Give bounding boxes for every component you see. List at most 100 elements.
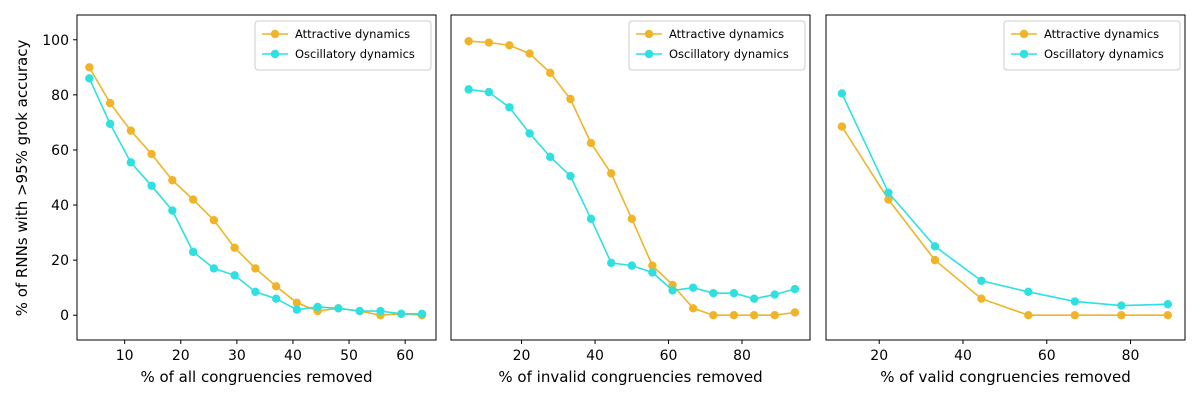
data-point bbox=[230, 243, 239, 252]
legend-entry: Oscillatory dynamics bbox=[1011, 47, 1164, 61]
legend-entry: Oscillatory dynamics bbox=[262, 47, 415, 61]
data-point bbox=[188, 247, 198, 257]
axes-frame bbox=[450, 14, 811, 341]
legend: Attractive dynamics Oscillatory dynamics bbox=[1003, 20, 1181, 71]
x-tick-label: 60 bbox=[396, 348, 414, 364]
data-point bbox=[930, 255, 940, 265]
legend: Attractive dynamics Oscillatory dynamics bbox=[628, 20, 806, 71]
data-point bbox=[376, 306, 385, 316]
series-attractive bbox=[837, 122, 1173, 320]
x-axis-label: % of all congruencies removed bbox=[140, 368, 372, 386]
data-point bbox=[209, 264, 219, 273]
legend-label: Oscillatory dynamics bbox=[295, 47, 415, 61]
data-point bbox=[627, 261, 636, 270]
legend-label: Oscillatory dynamics bbox=[669, 47, 789, 61]
data-point bbox=[209, 215, 219, 225]
legend-box bbox=[254, 20, 432, 71]
data-point bbox=[292, 298, 302, 308]
data-point bbox=[147, 181, 156, 190]
data-point bbox=[586, 138, 596, 148]
data-point bbox=[188, 195, 198, 204]
y-tick-label: 20 bbox=[51, 253, 69, 269]
data-point bbox=[251, 287, 260, 297]
legend-entry: Attractive dynamics bbox=[636, 27, 784, 41]
axes-frame bbox=[825, 14, 1186, 341]
data-point bbox=[292, 305, 302, 314]
data-point bbox=[566, 94, 575, 104]
legend-marker bbox=[270, 49, 280, 59]
x-tick-label: 80 bbox=[733, 348, 751, 364]
data-point bbox=[749, 294, 759, 303]
y-tick-label: 40 bbox=[51, 198, 69, 214]
data-point bbox=[85, 74, 94, 83]
legend-marker bbox=[644, 49, 654, 59]
data-point bbox=[1117, 311, 1126, 320]
legend: Attractive dynamics Oscillatory dynamics bbox=[254, 20, 432, 71]
data-point bbox=[566, 171, 575, 181]
chart-panel-1: 10 20 30 40 50 60 0 20 40 60 80 100 % of all congrue… bbox=[42, 14, 437, 386]
series-oscillatory bbox=[85, 74, 427, 319]
x-axis-label: % of valid congruencies removed bbox=[880, 368, 1131, 386]
x-tick-label: 60 bbox=[660, 348, 678, 364]
series-attractive bbox=[464, 36, 800, 320]
legend-label: Oscillatory dynamics bbox=[1044, 47, 1164, 61]
axes-frame bbox=[76, 14, 437, 341]
legend-marker bbox=[270, 29, 280, 39]
x-tick-label: 50 bbox=[340, 348, 358, 364]
data-point bbox=[884, 188, 893, 197]
data-point bbox=[749, 311, 759, 320]
data-point bbox=[977, 276, 986, 285]
legend-box bbox=[628, 20, 806, 71]
legend-label: Attractive dynamics bbox=[1044, 27, 1159, 41]
data-point bbox=[168, 176, 177, 185]
figure-ylabel: % of RNNs with >95% grok accuracy bbox=[13, 40, 31, 317]
data-point bbox=[271, 294, 281, 303]
legend-marker bbox=[1019, 29, 1029, 39]
data-point bbox=[729, 311, 739, 320]
data-point bbox=[397, 309, 406, 319]
data-point bbox=[546, 152, 555, 162]
legend-entry: Attractive dynamics bbox=[1011, 27, 1159, 41]
data-point bbox=[126, 158, 136, 167]
x-tick-label: 40 bbox=[284, 348, 302, 364]
y-tick-label: 60 bbox=[51, 143, 69, 159]
data-point bbox=[1117, 301, 1126, 310]
y-tick-label: 80 bbox=[51, 88, 69, 104]
data-point bbox=[709, 288, 718, 298]
data-point bbox=[688, 304, 698, 313]
data-point bbox=[607, 169, 616, 178]
data-point bbox=[525, 129, 534, 138]
legend-label: Attractive dynamics bbox=[295, 27, 410, 41]
data-point bbox=[1024, 311, 1033, 320]
data-point bbox=[168, 206, 177, 215]
data-point bbox=[505, 41, 514, 50]
data-point bbox=[484, 38, 494, 47]
y-tick-label: 100 bbox=[42, 33, 69, 49]
data-point bbox=[729, 288, 739, 298]
data-point bbox=[464, 36, 473, 46]
series-line bbox=[468, 40, 796, 317]
data-point bbox=[930, 242, 940, 251]
data-point bbox=[837, 89, 847, 98]
data-point bbox=[770, 311, 779, 320]
data-point bbox=[709, 311, 718, 320]
data-point bbox=[790, 308, 800, 317]
legend-marker bbox=[1019, 49, 1029, 59]
x-axis-label: % of invalid congruencies removed bbox=[498, 368, 762, 386]
x-tick-label: 20 bbox=[513, 348, 531, 364]
series-line bbox=[841, 126, 1168, 317]
data-point bbox=[505, 103, 514, 112]
data-point bbox=[334, 304, 343, 313]
series-oscillatory bbox=[464, 85, 800, 303]
legend-label: Attractive dynamics bbox=[669, 27, 784, 41]
data-point bbox=[586, 214, 596, 224]
data-point bbox=[1070, 297, 1080, 306]
series-line bbox=[841, 93, 1168, 307]
x-tick-label: 60 bbox=[1038, 348, 1056, 364]
data-point bbox=[105, 119, 115, 128]
data-point bbox=[313, 302, 322, 312]
data-point bbox=[1163, 311, 1173, 320]
data-point bbox=[837, 122, 847, 131]
series-oscillatory bbox=[837, 89, 1173, 310]
